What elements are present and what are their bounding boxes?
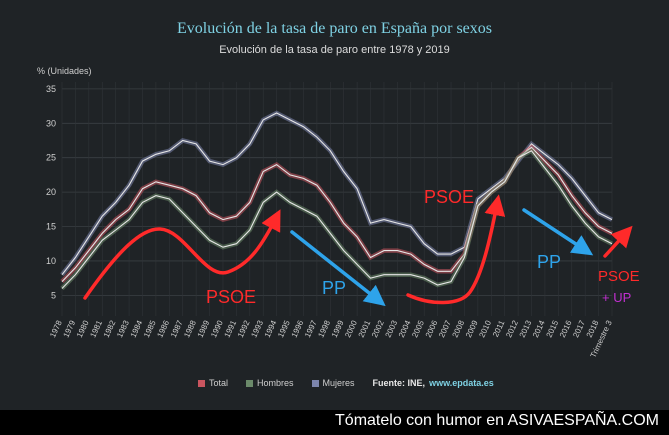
annotation-label: PSOE — [598, 268, 640, 285]
legend-item-mujeres[interactable]: Mujeres — [311, 378, 355, 388]
y-tick-label: 15 — [46, 222, 56, 232]
legend-label-mujeres: Mujeres — [322, 378, 355, 388]
y-tick-label: 10 — [46, 256, 56, 266]
footer-text[interactable]: Tómatelo con humor en ASIVAESPAÑA.COM — [335, 412, 659, 429]
footer-banner: Tómatelo con humor en ASIVAESPAÑA.COM — [0, 410, 669, 435]
legend-item-total[interactable]: Total — [198, 378, 228, 388]
series-line — [61, 112, 613, 276]
x-tick-label: 2010 — [477, 319, 493, 339]
arrow-pp-2 — [522, 208, 594, 256]
chart-title: Evolución de la tasa de paro en España p… — [176, 20, 492, 37]
y-tick-label: 35 — [46, 84, 56, 94]
source: Fuente: INE, www.epdata.es — [373, 378, 494, 388]
arrow-pp-1 — [290, 230, 386, 307]
legend-swatch-total — [198, 379, 205, 387]
y-tick-label: 25 — [46, 153, 56, 163]
annotation-label: PSOE — [206, 287, 256, 307]
legend: Total Hombres Mujeres Fuente: INE, www.e… — [198, 378, 494, 388]
y-axis-label: % (Unidades) — [37, 66, 92, 76]
annotation-label: + UP — [602, 290, 631, 305]
legend-swatch-mujeres — [311, 379, 319, 387]
x-tick-labels: 1978197919801981198219831984198519861987… — [48, 319, 614, 360]
arrow-psoe-2 — [406, 194, 506, 305]
y-tick-label: 20 — [46, 187, 56, 197]
y-tick-label: 30 — [46, 118, 56, 128]
legend-label-total: Total — [209, 378, 229, 388]
chart-subtitle: Evolución de la tasa de paro entre 1978 … — [219, 44, 450, 56]
series-lines — [60, 110, 614, 291]
series-line-glow — [60, 110, 614, 277]
source-label: Fuente: INE, — [372, 378, 426, 388]
annotation-label: PSOE — [424, 187, 474, 207]
line-chart: 5 10 15 20 25 30 35 19781979198019811982198319… — [46, 82, 640, 360]
source-link[interactable]: www.epdata.es — [429, 378, 494, 388]
annotations: PSOE PP PSOE PP PSOE + UP — [83, 187, 640, 307]
arrow-psoe-3 — [603, 225, 633, 258]
annotation-label: PP — [322, 278, 346, 298]
annotation-label: PP — [537, 252, 561, 272]
legend-item-hombres[interactable]: Hombres — [246, 378, 294, 388]
legend-label-hombres: Hombres — [257, 378, 294, 388]
legend-swatch-hombres — [246, 379, 254, 387]
arrow-psoe-1 — [83, 209, 281, 300]
y-tick-labels: 5 10 15 20 25 30 35 — [46, 84, 56, 300]
series-line — [61, 150, 613, 289]
y-tick-label: 5 — [51, 290, 56, 300]
